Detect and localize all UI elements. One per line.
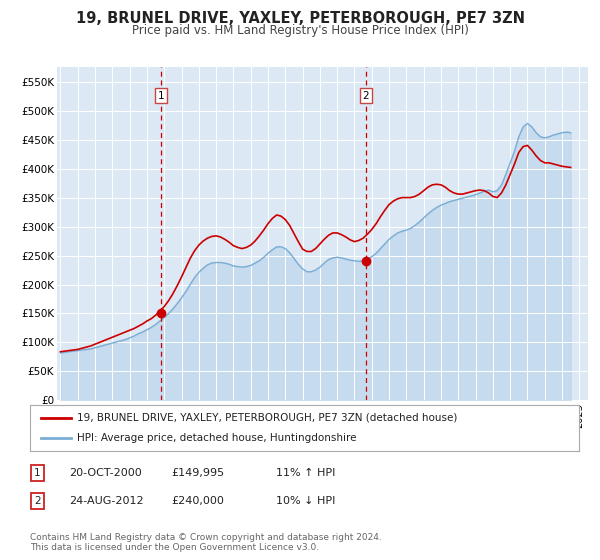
- Text: 19, BRUNEL DRIVE, YAXLEY, PETERBOROUGH, PE7 3ZN (detached house): 19, BRUNEL DRIVE, YAXLEY, PETERBOROUGH, …: [77, 413, 457, 423]
- Text: 20-OCT-2000: 20-OCT-2000: [69, 468, 142, 478]
- Text: 10% ↓ HPI: 10% ↓ HPI: [276, 496, 335, 506]
- Text: 19, BRUNEL DRIVE, YAXLEY, PETERBOROUGH, PE7 3ZN: 19, BRUNEL DRIVE, YAXLEY, PETERBOROUGH, …: [76, 11, 524, 26]
- Text: 1: 1: [157, 91, 164, 101]
- Text: 24-AUG-2012: 24-AUG-2012: [69, 496, 143, 506]
- Text: 2: 2: [34, 496, 41, 506]
- Text: 1: 1: [34, 468, 41, 478]
- Text: HPI: Average price, detached house, Huntingdonshire: HPI: Average price, detached house, Hunt…: [77, 433, 356, 443]
- Text: £240,000: £240,000: [171, 496, 224, 506]
- Text: 2: 2: [362, 91, 369, 101]
- Text: Contains HM Land Registry data © Crown copyright and database right 2024.: Contains HM Land Registry data © Crown c…: [30, 533, 382, 542]
- Text: £149,995: £149,995: [171, 468, 224, 478]
- Text: This data is licensed under the Open Government Licence v3.0.: This data is licensed under the Open Gov…: [30, 543, 319, 552]
- Text: Price paid vs. HM Land Registry's House Price Index (HPI): Price paid vs. HM Land Registry's House …: [131, 24, 469, 37]
- Text: 11% ↑ HPI: 11% ↑ HPI: [276, 468, 335, 478]
